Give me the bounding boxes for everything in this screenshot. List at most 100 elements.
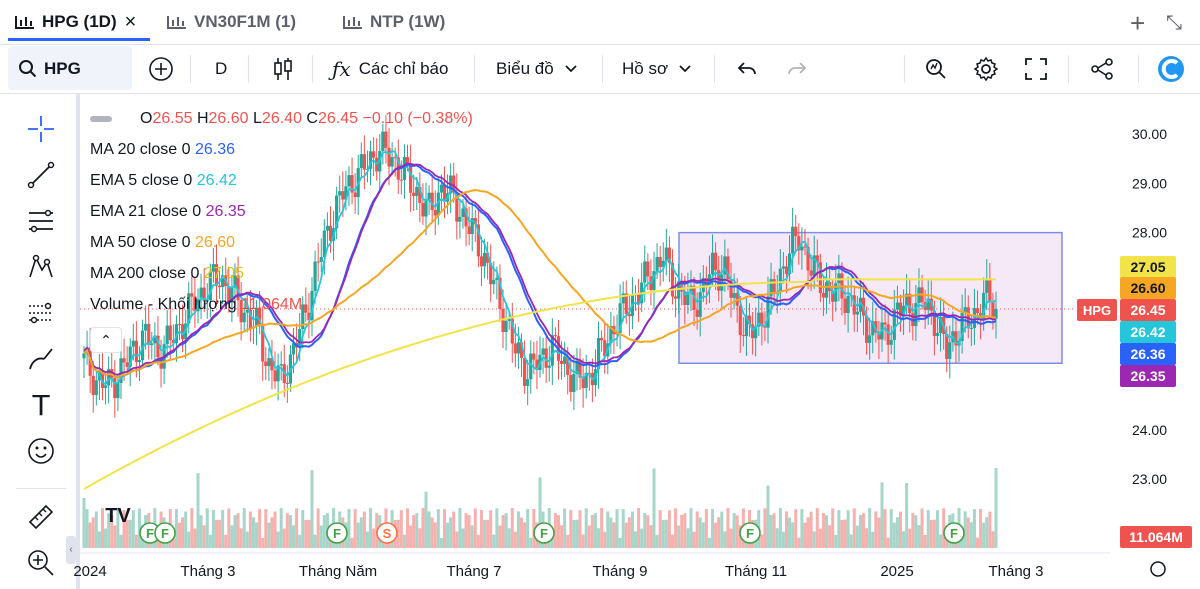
- divider: [1068, 55, 1069, 83]
- candle-body: [587, 372, 591, 374]
- candle-body: [168, 325, 172, 341]
- volume-bar: [726, 508, 730, 548]
- indicator-ma200[interactable]: MA 200 close 0 27.05: [90, 263, 473, 294]
- collapse-icon[interactable]: ⤡: [1166, 12, 1182, 34]
- candle-body: [985, 278, 989, 293]
- interval-button[interactable]: D: [215, 45, 227, 93]
- candle-body: [128, 346, 132, 367]
- event-marker-label: S: [383, 526, 392, 541]
- volume-bar: [615, 509, 619, 548]
- divider: [602, 55, 603, 83]
- price-label: 26.42: [1130, 324, 1165, 340]
- candle-body: [458, 216, 462, 222]
- symbol-search-field[interactable]: HPG: [18, 45, 81, 93]
- candle-body: [479, 256, 484, 267]
- tab-hpg[interactable]: HPG (1D) ×: [14, 0, 136, 44]
- ohlc-row: O26.55 H26.60 L26.40 C26.45 −0.10 (−0.38…: [90, 108, 473, 139]
- volume-bar: [476, 534, 480, 548]
- candle-body: [578, 360, 582, 378]
- volume-bar: [634, 531, 638, 548]
- candle-body: [482, 252, 487, 267]
- candle-body: [310, 290, 314, 321]
- share-button[interactable]: [1090, 45, 1114, 93]
- ruler-button[interactable]: [22, 498, 60, 536]
- volume-bar: [883, 509, 887, 548]
- brush-button[interactable]: [22, 340, 60, 378]
- candle-type-button[interactable]: [272, 45, 294, 93]
- crosshair-button[interactable]: [22, 110, 60, 148]
- collapse-legend-icon[interactable]: [90, 115, 112, 122]
- indicator-ma50[interactable]: MA 50 close 0 26.60: [90, 232, 473, 263]
- volume-bar: [695, 511, 699, 548]
- candle-body: [723, 256, 727, 275]
- undo-button[interactable]: [736, 45, 758, 93]
- volume-bar: [939, 534, 943, 548]
- candle-body: [94, 380, 98, 396]
- fullscreen-button[interactable]: [1024, 45, 1048, 93]
- x-axis-tick: Tháng 7: [446, 563, 501, 580]
- candle-body: [461, 208, 465, 217]
- chart-type-dropdown[interactable]: Biểu đồ: [496, 45, 578, 93]
- candle-body: [359, 154, 363, 169]
- text-button[interactable]: T: [22, 386, 60, 424]
- tab-vn30f1m[interactable]: VN30F1M (1): [166, 0, 296, 44]
- candle-body: [507, 318, 511, 321]
- quick-search-button[interactable]: [924, 45, 948, 93]
- fib-button[interactable]: [22, 202, 60, 240]
- volume-bar: [251, 517, 255, 548]
- pattern-button[interactable]: [22, 248, 60, 286]
- brand-logo[interactable]: [1156, 45, 1186, 93]
- volume-bar: [116, 508, 120, 548]
- event-marker: [326, 522, 348, 544]
- volume-bar: [307, 519, 311, 548]
- volume-bar: [729, 528, 733, 548]
- candle-body: [236, 275, 240, 301]
- candle-body: [384, 131, 388, 148]
- indicator-ema21[interactable]: EMA 21 close 0 26.35: [90, 201, 473, 232]
- symbol-search[interactable]: [8, 46, 132, 90]
- symbol-tag-bg: [1077, 299, 1117, 321]
- volume-bar: [298, 534, 302, 548]
- zoom-button[interactable]: [22, 544, 60, 582]
- candle-body: [492, 279, 496, 285]
- undo-icon: [737, 62, 756, 75]
- settings-button[interactable]: [973, 45, 999, 93]
- volume-bar: [439, 537, 443, 548]
- candle-body: [304, 304, 308, 313]
- candle-body: [258, 307, 262, 326]
- tab-ntp[interactable]: NTP (1W): [342, 0, 445, 44]
- volume-bar: [227, 508, 231, 548]
- emoji-button[interactable]: [22, 432, 60, 470]
- candle-body: [732, 293, 736, 298]
- ma50-line: [83, 188, 997, 379]
- indicator-ma20[interactable]: MA 20 close 0 26.36: [90, 139, 473, 170]
- volume-bar: [396, 519, 400, 548]
- volume-bar: [504, 513, 508, 548]
- volume-bar: [880, 482, 884, 548]
- volume-bar: [412, 515, 416, 548]
- redo-button[interactable]: [786, 45, 808, 93]
- add-tab-icon[interactable]: +: [1130, 8, 1146, 38]
- indicator-volume[interactable]: Volume - Khối lượng 11.064M: [90, 294, 473, 325]
- prediction-button[interactable]: [22, 294, 60, 332]
- tab-label: VN30F1M (1): [194, 12, 297, 31]
- candle-body: [954, 331, 958, 346]
- volume-bar: [424, 491, 428, 548]
- profile-dropdown[interactable]: Hồ sơ: [622, 45, 692, 93]
- candle-body: [273, 370, 277, 382]
- indicators-button[interactable]: ƒx Các chỉ báo: [332, 45, 448, 93]
- candle-body: [489, 262, 493, 285]
- collapse-indicators-button[interactable]: ⌃: [90, 327, 122, 353]
- candle-body: [581, 377, 585, 389]
- candle-body: [227, 286, 231, 303]
- collapse-toolbar-icon[interactable]: ‹: [66, 536, 76, 564]
- close-icon[interactable]: ×: [124, 10, 137, 33]
- compare-button[interactable]: [148, 45, 174, 93]
- volume-bar: [640, 528, 644, 548]
- candle-body: [418, 186, 422, 203]
- trendline-icon: [27, 161, 55, 189]
- volume-bar: [455, 531, 459, 548]
- trendline-button[interactable]: [22, 156, 60, 194]
- indicator-ema5[interactable]: EMA 5 close 0 26.42: [90, 170, 473, 201]
